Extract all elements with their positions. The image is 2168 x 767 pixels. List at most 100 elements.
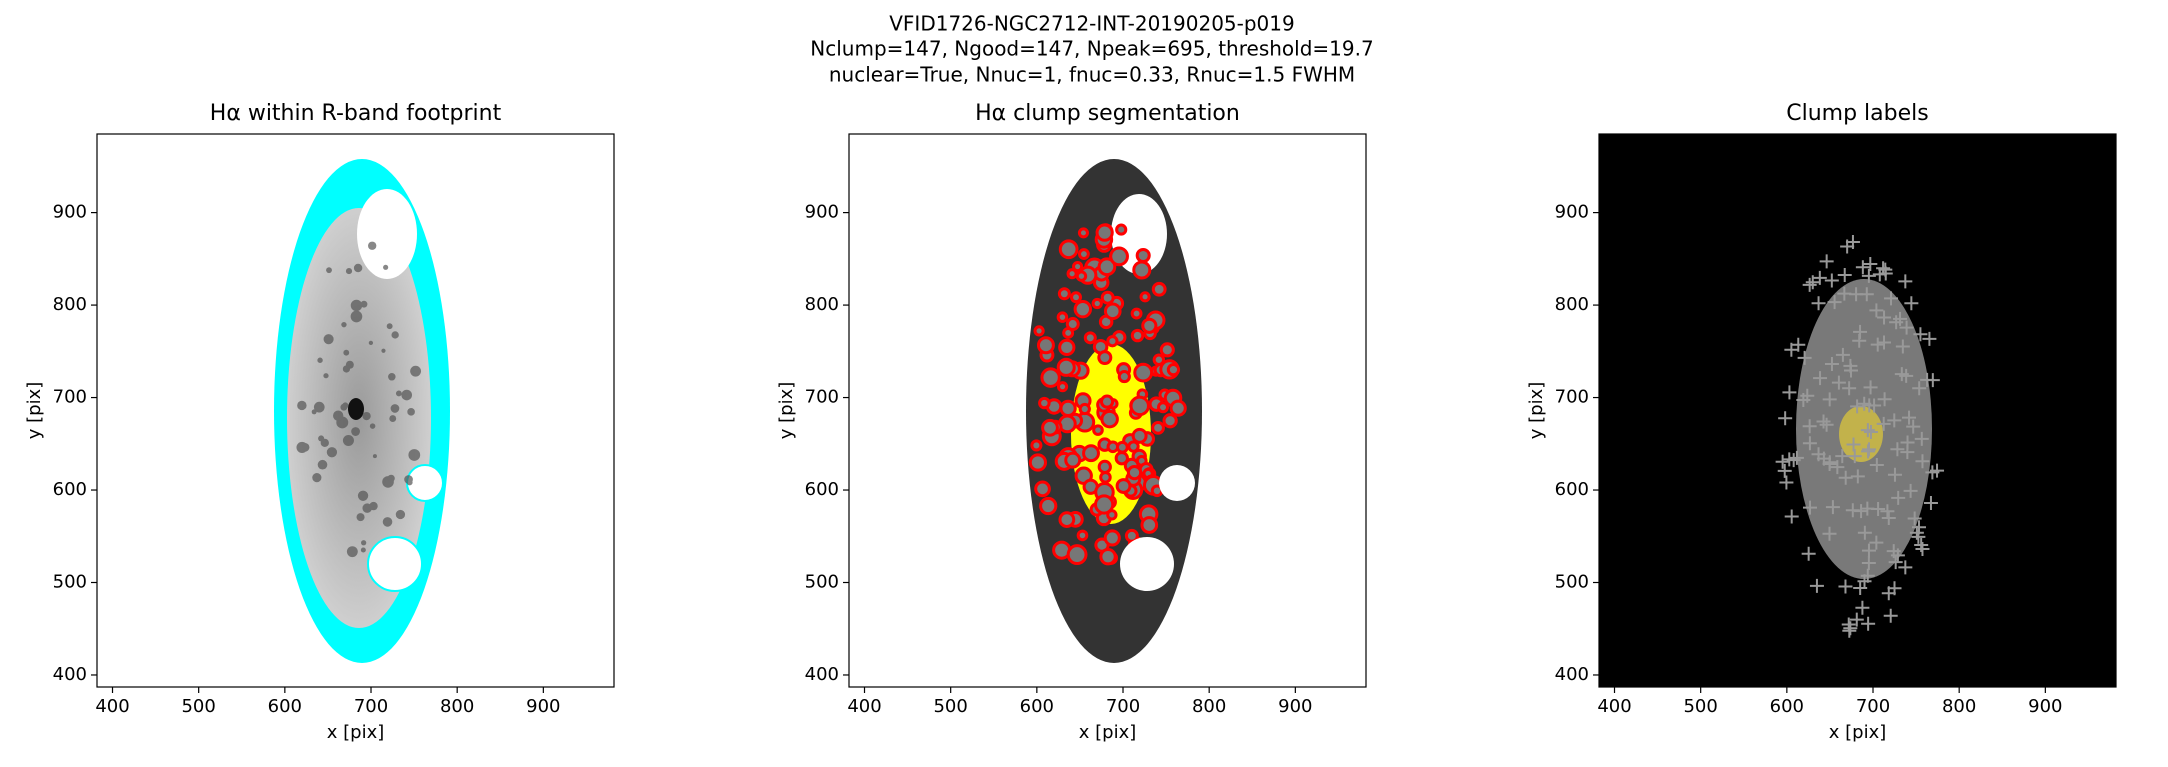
texture: [1852, 333, 1867, 348]
texture: [323, 373, 329, 379]
texture: [1066, 544, 1088, 566]
texture: [1791, 337, 1806, 352]
y-tick-label: 600: [53, 479, 87, 500]
texture: [1775, 454, 1790, 469]
texture: [1855, 260, 1870, 275]
x-tick-label: 900: [2028, 696, 2062, 717]
texture: [1922, 331, 1937, 346]
figure-title: Nclump=147, Ngood=147, Npeak=695, thresh…: [810, 37, 1373, 61]
texture: [320, 438, 329, 448]
texture: [1151, 281, 1167, 297]
texture: [1816, 414, 1831, 429]
texture: [353, 263, 363, 273]
texture: [1915, 454, 1930, 469]
texture: [1779, 475, 1794, 490]
texture: [1838, 470, 1853, 485]
texture: [1876, 416, 1891, 431]
texture: [1860, 423, 1875, 438]
texture: [1884, 291, 1899, 306]
x-tick-label: 400: [847, 696, 881, 717]
texture: [1030, 439, 1043, 452]
texture: [1903, 483, 1918, 498]
x-tick-label: 800: [1942, 696, 1976, 717]
texture: [1130, 328, 1145, 343]
texture: [1861, 543, 1876, 558]
texture: [1056, 381, 1069, 393]
texture: [1887, 413, 1902, 428]
texture: [1058, 511, 1076, 529]
texture: [1887, 581, 1902, 596]
texture: [1095, 223, 1114, 242]
texture: [395, 390, 402, 397]
texture: [1159, 342, 1175, 358]
texture: [1140, 516, 1159, 534]
texture: [390, 404, 400, 413]
texture: [1103, 302, 1122, 321]
x-tick-label: 800: [1192, 696, 1226, 717]
texture: [1157, 401, 1170, 414]
texture: [1115, 223, 1128, 236]
texture: [1894, 367, 1909, 382]
texture: [1805, 275, 1820, 290]
texture: [1100, 409, 1119, 429]
texture: [340, 403, 348, 411]
texture: [1099, 548, 1117, 566]
texture: [368, 241, 377, 250]
texture: [342, 365, 351, 373]
texture: [326, 447, 338, 458]
texture: [1056, 357, 1076, 377]
texture: [1082, 444, 1100, 463]
texture: [1152, 353, 1166, 366]
texture: [1092, 424, 1104, 436]
texture: [1099, 394, 1115, 409]
x-tick-label: 400: [95, 696, 129, 717]
x-tick-label: 600: [268, 696, 302, 717]
x-tick-label: 500: [1683, 696, 1717, 717]
texture: [1890, 548, 1905, 563]
texture: [1915, 542, 1930, 557]
texture: [1070, 291, 1082, 304]
texture: [1811, 296, 1826, 311]
texture: [350, 310, 363, 323]
y-tick-label: 800: [53, 294, 87, 315]
texture: [1912, 381, 1927, 396]
texture: [1860, 568, 1875, 583]
texture: [1898, 560, 1913, 575]
y-tick-label: 600: [805, 479, 839, 500]
texture: [1126, 464, 1143, 481]
y-axis-label: y [pix]: [776, 382, 797, 440]
texture: [1838, 579, 1853, 594]
image-labels: [1599, 134, 2116, 687]
texture: [1058, 338, 1076, 357]
texture: [343, 349, 350, 356]
texture: [1890, 442, 1905, 457]
texture: [1877, 335, 1892, 350]
texture: [1115, 478, 1132, 494]
texture: [1058, 239, 1079, 260]
y-tick-label: 800: [1555, 294, 1589, 315]
texture: [1914, 431, 1929, 446]
texture: [1883, 608, 1898, 623]
texture: [1816, 451, 1831, 466]
texture: [317, 357, 323, 363]
texture: [1782, 385, 1797, 400]
texture: [1923, 496, 1938, 511]
texture: [1169, 399, 1187, 417]
texture: [361, 540, 367, 546]
texture: [1825, 500, 1840, 515]
texture: [1802, 277, 1817, 292]
texture: [1803, 500, 1818, 515]
texture: [1869, 303, 1884, 318]
image-segmentation: [1026, 159, 1202, 663]
texture: [381, 348, 386, 353]
texture: [1843, 621, 1858, 636]
texture: [395, 509, 406, 520]
image-footprint: [274, 159, 450, 663]
texture: [1889, 315, 1904, 330]
x-tick-label: 900: [1278, 696, 1312, 717]
texture: [1830, 460, 1845, 475]
texture: [369, 423, 376, 429]
texture: [1809, 578, 1824, 593]
y-tick-label: 400: [1555, 664, 1589, 685]
